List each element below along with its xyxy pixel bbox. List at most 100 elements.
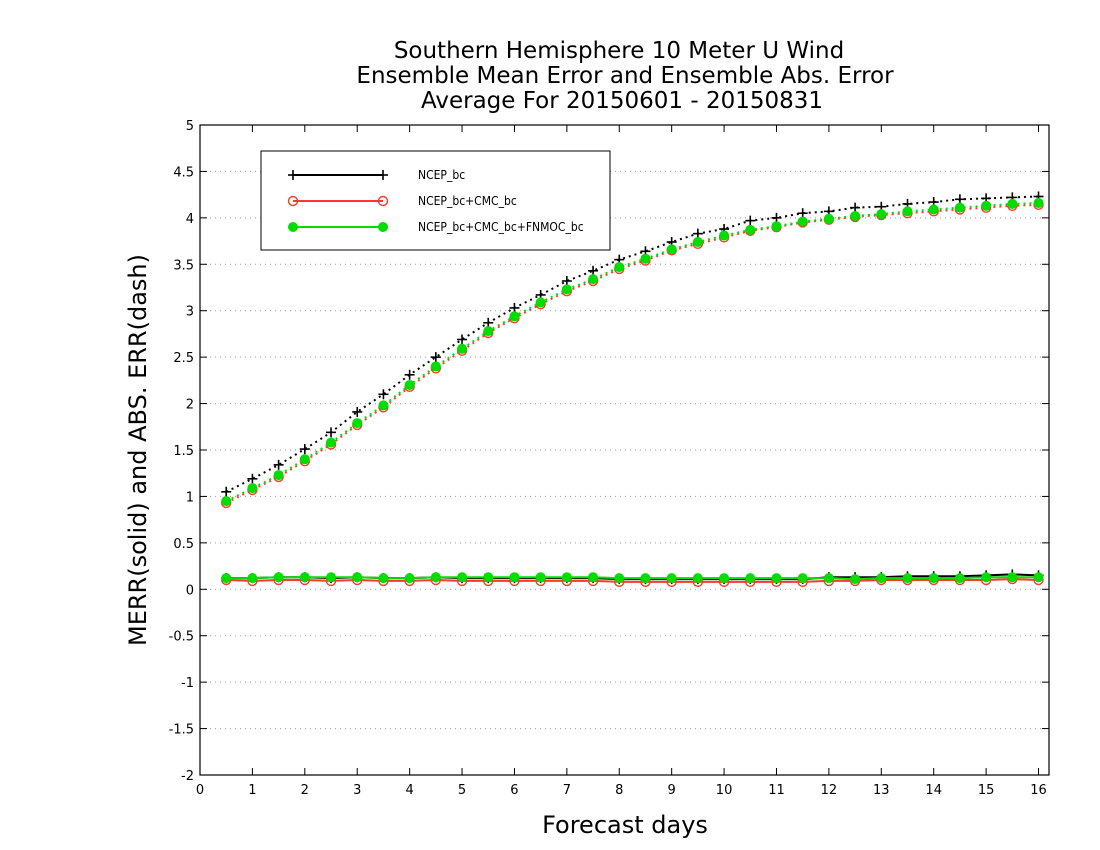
- series-0-abs_err-point-2: [273, 459, 284, 470]
- series-2-abs_err-point-2: [273, 470, 284, 481]
- series-2-merr-point-19: [719, 573, 730, 584]
- series-0-abs_err-point-24: [850, 202, 861, 213]
- y-tick-label-13: -1.5: [169, 723, 194, 738]
- series-2-merr-point-20: [745, 573, 756, 584]
- y-axis-ticks: 5 4.5 4 3.5 3 2.5 2 1.5 1 0.5 0 -0.5 -1 -1.5 -2: [169, 119, 1049, 784]
- series-0-abs_err-point-5: [352, 406, 363, 417]
- series-2-abs_err-point-26: [902, 206, 913, 217]
- legend-marker-left-2: [288, 222, 298, 232]
- legend-marker-right-2: [378, 222, 388, 232]
- x-tick-label-7: 7: [563, 783, 571, 798]
- series-2-abs_err-point-21: [771, 221, 782, 232]
- series-2-abs_err-point-17: [666, 244, 677, 255]
- series-0-abs_err-point-1: [247, 473, 258, 484]
- series-2-merr-point-17: [666, 573, 677, 584]
- x-tick-label-10: 10: [716, 783, 733, 798]
- series-2-abs_err-point-27: [928, 204, 939, 215]
- series-2-merr-point-27: [928, 573, 939, 584]
- series-2-merr-point-6: [378, 573, 389, 584]
- series-2-abs_err-point-16: [640, 253, 651, 264]
- series-2-abs_err-point-3: [299, 454, 310, 465]
- series-2-merr-point-29: [981, 572, 992, 583]
- series-2-abs_err-point-25: [876, 209, 887, 220]
- x-tick-label-5: 5: [458, 783, 466, 798]
- series-2-merr-point-14: [588, 572, 599, 583]
- title-line-3: Average For 20150601 - 20150831: [421, 88, 823, 114]
- x-tick-label-12: 12: [821, 783, 838, 798]
- series-0-abs_err-point-9: [457, 334, 468, 345]
- y-tick-label-7: 1.5: [173, 444, 194, 459]
- legend-marker-right-1: [377, 195, 389, 207]
- series-2-abs_err-point-13: [561, 284, 572, 295]
- series-2-abs_err-point-6: [378, 400, 389, 411]
- y-tick-label-10: 0: [186, 583, 194, 598]
- series-2-merr-point-9: [457, 572, 468, 583]
- series-2-merr-point-18: [692, 573, 703, 584]
- series-2-merr-point-22: [797, 573, 808, 584]
- series-2-abs_err-point-31: [1033, 198, 1044, 208]
- series-0-abs_err-point-6: [378, 389, 389, 400]
- x-tick-label-15: 15: [978, 783, 995, 798]
- series-2-abs_err-point-29: [981, 200, 992, 211]
- series-0-abs_err-point-8: [430, 352, 441, 363]
- chart-title: Southern Hemisphere 10 Meter U Wind Ense…: [356, 38, 894, 114]
- series-2-merr-point-3: [299, 572, 310, 583]
- series-0-abs_err-point-3: [299, 444, 310, 455]
- y-axis-label: MERR(solid) and ABS. ERR(dash): [124, 254, 152, 646]
- series-2-abs_err-point-4: [326, 437, 337, 448]
- series-2-abs_err-point-7: [404, 380, 415, 390]
- series-2-abs_err-point-9: [457, 343, 468, 354]
- title-line-1: Southern Hemisphere 10 Meter U Wind: [394, 38, 844, 64]
- x-tick-label-0: 0: [196, 783, 204, 798]
- series-2-merr-point-1: [247, 573, 258, 584]
- series-2-merr-point-24: [850, 574, 861, 585]
- series-0-abs_err-point-22: [797, 208, 808, 219]
- legend-marker-right-0: [378, 170, 388, 180]
- series-0-abs_err-point-14: [588, 265, 599, 276]
- series-2-merr-point-23: [823, 573, 834, 584]
- legend-label-0: NCEP_bc: [418, 168, 465, 182]
- series-2-abs_err-point-19: [719, 230, 730, 241]
- y-tick-label-5: 2.5: [173, 351, 194, 366]
- x-tick-label-3: 3: [353, 783, 361, 798]
- series-2-merr-point-15: [614, 573, 625, 584]
- series-2-abs_err-point-12: [535, 297, 546, 308]
- series-2-merr-point-8: [430, 572, 441, 583]
- series-0-abs_err-point-13: [561, 276, 572, 286]
- y-tick-label-8: 1: [186, 490, 194, 505]
- y-tick-label-0: 5: [186, 119, 194, 134]
- series-2-merr-point-28: [954, 573, 965, 584]
- legend-marker-left-1: [287, 195, 299, 207]
- series-0-abs_err-point-28: [954, 194, 965, 205]
- y-tick-label-4: 3: [186, 305, 194, 320]
- series-2-merr-point-26: [902, 573, 913, 584]
- y-tick-label-1: 4.5: [173, 165, 194, 180]
- title-line-2: Ensemble Mean Error and Ensemble Abs. Er…: [356, 63, 894, 89]
- series-2: [221, 198, 1044, 585]
- series-2-abs_err-point-18: [692, 237, 703, 247]
- series-0-abs_err-point-4: [326, 427, 337, 438]
- series-0-abs_err-point-0: [221, 486, 232, 497]
- series-2-abs_err-point-8: [430, 361, 441, 372]
- x-tick-label-9: 9: [668, 783, 676, 798]
- series-2-abs_err-point-10: [483, 326, 494, 337]
- series-0-abs_err-point-7: [404, 369, 415, 380]
- x-axis-ticks: 0 1 2 3 4 5 6 7 8 9 10 11 12 13 14 15 16: [196, 125, 1047, 798]
- x-tick-label-1: 1: [248, 783, 256, 798]
- series-2-merr-point-25: [876, 573, 887, 584]
- series-2-abs_err-point-14: [588, 274, 599, 285]
- series-2-abs_err-point-24: [850, 211, 861, 221]
- series-2-merr-point-31: [1033, 572, 1044, 583]
- series-2-merr-point-16: [640, 573, 651, 584]
- series-2-abs_err-point-30: [1007, 198, 1018, 209]
- series-2-merr-point-2: [273, 572, 284, 583]
- series-2-abs_err-point-23: [823, 213, 834, 224]
- series-2-merr-point-5: [352, 572, 363, 583]
- x-tick-label-11: 11: [768, 783, 785, 798]
- legend: NCEP_bc NCEP_bc+CMC_bc NCEP_bc+CMC_bc+FNMO…: [260, 150, 611, 251]
- series-2-abs_err-point-20: [745, 224, 756, 235]
- y-tick-label-6: 2: [186, 398, 194, 413]
- series-2-abs_err-point-11: [509, 311, 520, 322]
- y-tick-label-3: 3.5: [173, 258, 194, 273]
- series-2-abs_err-point-0: [221, 496, 232, 507]
